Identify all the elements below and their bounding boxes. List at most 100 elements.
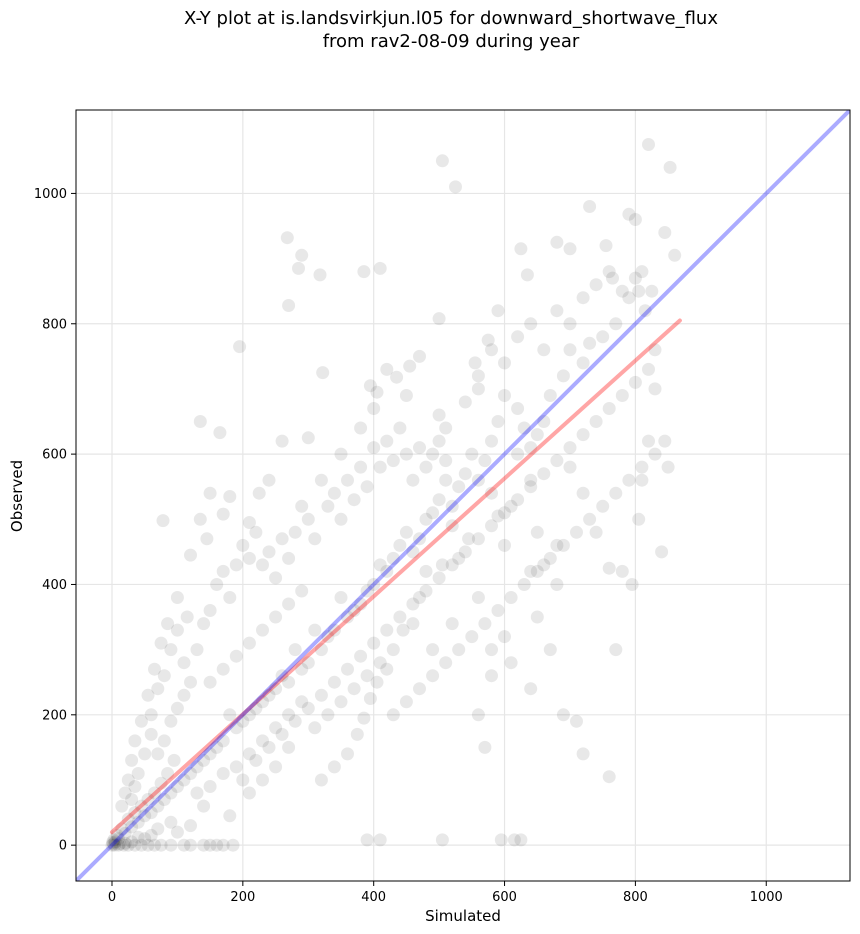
- data-point: [530, 525, 544, 539]
- data-point: [399, 695, 413, 709]
- data-point: [445, 499, 459, 513]
- data-point: [556, 708, 570, 722]
- data-point: [380, 623, 394, 637]
- data-point: [373, 558, 387, 572]
- data-point: [628, 375, 642, 389]
- data-point: [370, 385, 384, 399]
- data-point: [301, 512, 315, 526]
- data-point: [170, 591, 184, 604]
- data-point: [282, 740, 296, 754]
- data-point: [615, 564, 629, 578]
- data-point: [164, 714, 178, 728]
- data-point: [602, 770, 616, 784]
- data-point: [530, 564, 544, 578]
- data-point: [138, 809, 152, 823]
- data-point: [481, 333, 495, 347]
- data-point: [269, 571, 283, 585]
- data-point: [563, 242, 577, 256]
- data-point: [269, 760, 283, 774]
- data-point: [439, 454, 453, 468]
- data-point: [642, 138, 655, 151]
- data-point: [485, 519, 498, 533]
- data-point: [105, 838, 119, 852]
- data-point: [363, 692, 377, 705]
- data-point: [478, 740, 492, 754]
- data-point: [406, 545, 420, 559]
- data-point: [543, 551, 557, 565]
- data-point: [280, 231, 294, 245]
- x-tick-label: 1000: [750, 890, 783, 905]
- data-point: [596, 330, 610, 344]
- data-point: [576, 356, 590, 370]
- data-point: [134, 799, 148, 813]
- data-point: [373, 656, 387, 670]
- data-point: [275, 532, 289, 546]
- data-point: [295, 584, 309, 598]
- data-point: [223, 591, 237, 604]
- data-point: [426, 447, 440, 461]
- data-point: [530, 610, 544, 624]
- data-point: [632, 284, 646, 298]
- data-point: [583, 512, 597, 526]
- data-point: [148, 662, 161, 676]
- data-point: [112, 838, 125, 852]
- data-point: [648, 382, 662, 396]
- data-point: [190, 643, 204, 657]
- data-point: [151, 747, 165, 761]
- data-point: [406, 597, 420, 611]
- data-point: [249, 701, 263, 715]
- data-point: [295, 248, 309, 262]
- data-point: [128, 734, 142, 748]
- data-point: [413, 532, 426, 546]
- data-point: [360, 480, 374, 494]
- data-point: [498, 506, 511, 520]
- data-point: [216, 734, 230, 748]
- data-point: [295, 695, 309, 709]
- data-point: [118, 826, 132, 840]
- data-point: [170, 780, 184, 793]
- data-point: [386, 551, 400, 565]
- data-point: [465, 630, 479, 644]
- data-point: [288, 643, 302, 657]
- x-tick-label: 800: [623, 890, 648, 905]
- data-point: [249, 753, 263, 767]
- data-point: [543, 389, 557, 402]
- data-point: [316, 366, 330, 380]
- x-tick-label: 400: [361, 890, 386, 905]
- data-point: [570, 525, 583, 539]
- data-point: [504, 656, 518, 670]
- data-point: [108, 835, 122, 849]
- data-point: [419, 460, 433, 474]
- data-point: [308, 721, 322, 735]
- data-point: [242, 747, 256, 761]
- data-point: [223, 809, 237, 823]
- data-point: [184, 675, 197, 689]
- data-point: [301, 701, 315, 715]
- data-point: [134, 838, 148, 852]
- data-point: [121, 773, 135, 787]
- data-point: [292, 261, 305, 275]
- data-point: [661, 460, 675, 474]
- data-point: [628, 271, 642, 285]
- data-point: [321, 708, 335, 722]
- data-point: [282, 708, 296, 722]
- data-point: [157, 734, 171, 748]
- fit-line: [109, 318, 682, 835]
- data-point: [125, 835, 139, 849]
- data-point: [128, 806, 142, 820]
- data-point: [498, 538, 511, 552]
- data-point: [184, 548, 197, 562]
- data-point: [275, 669, 289, 683]
- data-point: [308, 532, 322, 546]
- data-point: [550, 454, 564, 468]
- data-point: [556, 369, 570, 383]
- data-point: [485, 434, 498, 448]
- data-point: [419, 512, 433, 526]
- data-point: [282, 299, 296, 312]
- data-point: [648, 447, 662, 461]
- data-point: [177, 773, 191, 787]
- data-point: [301, 431, 315, 445]
- data-point: [236, 714, 250, 728]
- data-point: [406, 617, 420, 631]
- data-point: [635, 460, 649, 474]
